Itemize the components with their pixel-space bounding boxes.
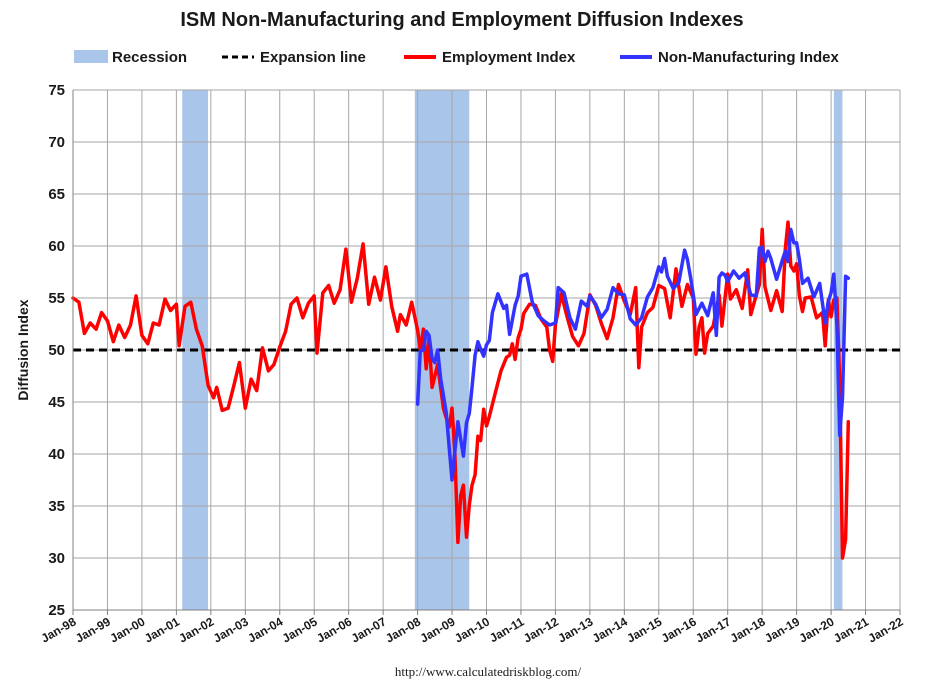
non-manufacturing-index-line — [415, 227, 851, 482]
source-url: http://www.calculatedriskblog.com/ — [395, 664, 582, 679]
x-tick-label: Jan-15 — [624, 614, 664, 645]
legend-label: Recession — [112, 49, 187, 66]
x-tick-label: Jan-10 — [452, 614, 492, 645]
x-tick-label: Jan-98 — [39, 614, 79, 645]
x-tick-label: Jan-02 — [176, 614, 216, 645]
x-tick-label: Jan-22 — [866, 614, 906, 645]
legend-label: Expansion line — [260, 49, 366, 66]
y-tick-label: 70 — [48, 134, 65, 151]
x-tick-label: Jan-12 — [521, 614, 561, 645]
y-axis-label: Diffusion Index — [15, 299, 31, 400]
legend-label: Employment Index — [442, 49, 576, 66]
x-tick-label: Jan-21 — [831, 614, 871, 645]
y-tick-label: 55 — [48, 290, 65, 307]
x-tick-labels: Jan-98Jan-99Jan-00Jan-01Jan-02Jan-03Jan-… — [39, 614, 906, 645]
x-tick-label: Jan-00 — [107, 614, 147, 645]
legend-item-non-manufacturing-index: Non-Manufacturing Index — [620, 49, 839, 66]
x-tick-label: Jan-14 — [590, 614, 630, 645]
y-tick-label: 50 — [48, 342, 65, 359]
x-tick-label: Jan-03 — [211, 614, 251, 645]
y-tick-label: 65 — [48, 186, 65, 203]
y-tick-label: 35 — [48, 498, 65, 515]
axes — [72, 90, 901, 615]
x-tick-label: Jan-20 — [797, 614, 837, 645]
series-lines — [71, 220, 851, 560]
y-tick-label: 25 — [48, 602, 65, 619]
x-tick-label: Jan-01 — [142, 614, 182, 645]
y-tick-label: 40 — [48, 446, 65, 463]
y-tick-label: 30 — [48, 550, 65, 567]
y-tick-label: 75 — [48, 82, 65, 99]
x-tick-label: Jan-19 — [762, 614, 802, 645]
y-tick-label: 60 — [48, 238, 65, 255]
x-tick-label: Jan-06 — [314, 614, 354, 645]
legend-item-expansion-line: Expansion line — [222, 49, 366, 66]
x-tick-label: Jan-11 — [487, 614, 527, 645]
legend: Recession Expansion line Employment Index N… — [74, 49, 839, 66]
x-tick-label: Jan-05 — [280, 614, 320, 645]
y-tick-labels: 25 30 35 40 45 50 55 60 65 70 75 — [48, 82, 65, 619]
x-tick-label: Jan-04 — [245, 614, 285, 645]
x-tick-label: Jan-99 — [73, 614, 113, 645]
x-tick-label: Jan-08 — [383, 614, 423, 645]
x-tick-label: Jan-13 — [555, 614, 595, 645]
x-tick-label: Jan-17 — [693, 614, 733, 645]
x-tick-label: Jan-09 — [418, 614, 458, 645]
legend-label: Non-Manufacturing Index — [658, 49, 839, 66]
y-tick-label: 45 — [48, 394, 65, 411]
x-tick-label: Jan-16 — [659, 614, 699, 645]
employment-index-line — [71, 220, 851, 560]
legend-item-employment-index: Employment Index — [404, 49, 576, 66]
chart-title: ISM Non-Manufacturing and Employment Dif… — [180, 9, 743, 31]
x-tick-label: Jan-07 — [349, 614, 389, 645]
legend-item-recession: Recession — [74, 49, 187, 66]
x-tick-label: Jan-18 — [728, 614, 768, 645]
legend-swatch — [74, 50, 108, 63]
